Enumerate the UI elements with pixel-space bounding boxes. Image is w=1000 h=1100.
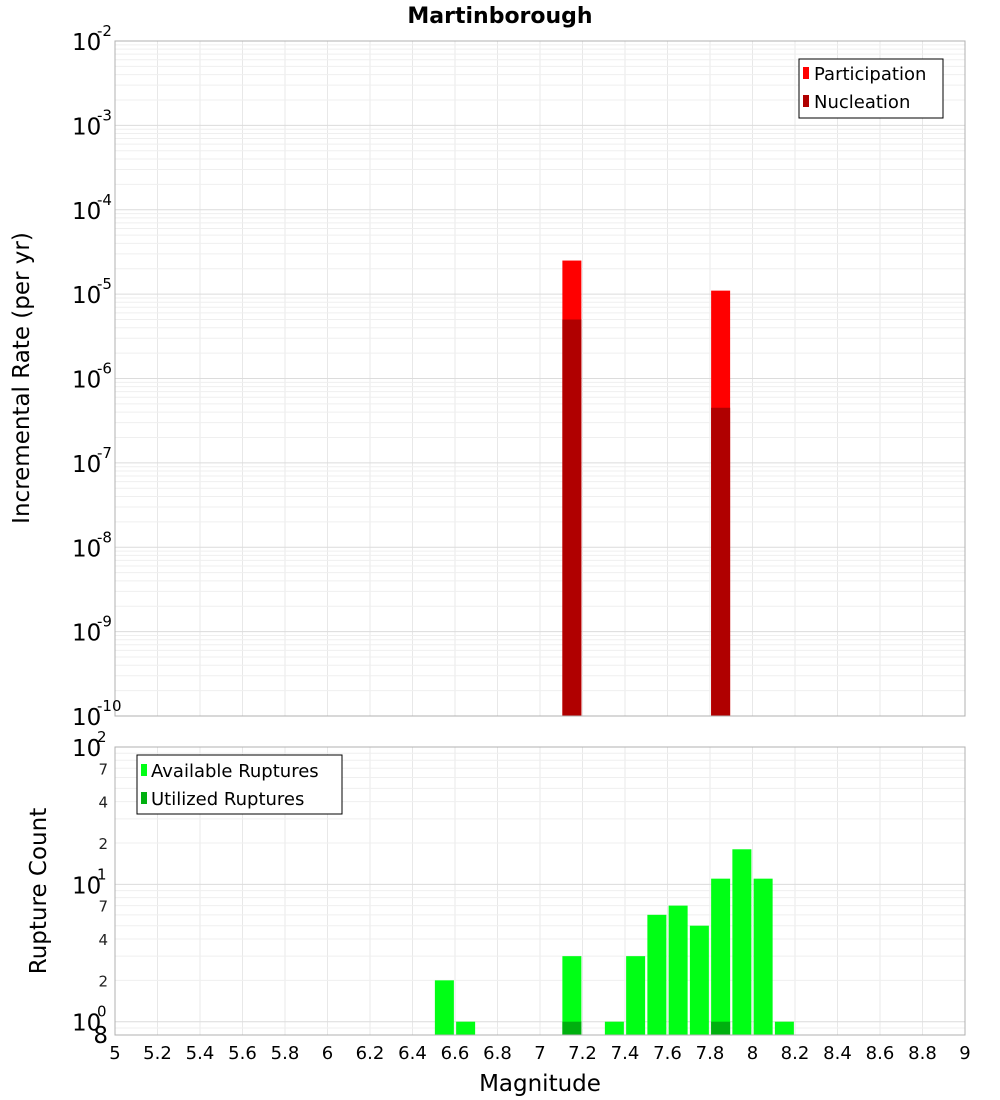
y-minor-tick-label: 2 bbox=[98, 972, 108, 990]
y-tick-label-exponent: -4 bbox=[97, 191, 112, 209]
top-legend: Participation Nucleation bbox=[798, 58, 944, 119]
y-tick-label-exponent: -5 bbox=[97, 275, 112, 293]
y-minor-tick-label: 4 bbox=[98, 931, 108, 949]
x-tick-label: 6.2 bbox=[356, 1043, 385, 1064]
x-tick-label: 5.8 bbox=[271, 1043, 300, 1064]
bottom-plot-frame bbox=[114, 746, 966, 1036]
legend-label-nucleation: Nucleation bbox=[814, 92, 910, 113]
x-tick-label: 6 bbox=[322, 1043, 333, 1064]
y-tick-label-exponent: 0 bbox=[97, 1003, 107, 1021]
legend-label-available-ruptures: Available Ruptures bbox=[151, 761, 319, 782]
y-tick-label-base: 10 bbox=[72, 114, 101, 140]
x-tick-label: 6.6 bbox=[441, 1043, 470, 1064]
x-tick-label: 5.4 bbox=[186, 1043, 215, 1064]
x-tick-label: 6.4 bbox=[398, 1043, 427, 1064]
y-minor-tick-label: 7 bbox=[98, 898, 108, 916]
y-minor-tick-label: 7 bbox=[98, 760, 108, 778]
x-tick-label: 5.6 bbox=[228, 1043, 257, 1064]
bottom-y-axis-label: Rupture Count bbox=[26, 808, 52, 974]
legend-label-participation: Participation bbox=[814, 64, 926, 85]
bar-available-ruptures bbox=[626, 956, 646, 1035]
bar-nucleation bbox=[711, 407, 731, 716]
bar-available-ruptures bbox=[711, 878, 731, 1035]
y-minor-tick-label: 8 bbox=[93, 1023, 108, 1049]
x-tick-label: 8.6 bbox=[866, 1043, 895, 1064]
y-tick-label-base: 10 bbox=[72, 705, 101, 731]
top-plot-frame bbox=[114, 40, 966, 717]
bar-available-ruptures bbox=[774, 1021, 794, 1035]
bar-available-ruptures bbox=[753, 878, 773, 1035]
y-tick-label-base: 10 bbox=[72, 621, 101, 647]
bar-available-ruptures bbox=[689, 925, 709, 1035]
top-y-axis-label: Incremental Rate (per yr) bbox=[9, 232, 35, 524]
x-tick-label: 8.2 bbox=[781, 1043, 810, 1064]
y-tick-label-exponent: -7 bbox=[97, 444, 112, 462]
bar-available-ruptures bbox=[434, 980, 454, 1035]
x-tick-label: 5.2 bbox=[143, 1043, 172, 1064]
x-tick-label: 8 bbox=[747, 1043, 758, 1064]
bottom-legend-box bbox=[136, 754, 343, 815]
top-y-tick-labels: 10-210-310-410-510-610-710-810-910-10 bbox=[72, 22, 122, 731]
bottom-plot-bars bbox=[434, 849, 794, 1035]
legend-swatch-utilized-ruptures bbox=[141, 792, 147, 804]
x-tick-labels: 5 5.2 5.4 5.6 5.8 6 6.2 6.4 6.6 6.8 7 7.2 7.4 7.6 7.8 8… bbox=[109, 1043, 970, 1064]
bar-available-ruptures bbox=[647, 914, 667, 1035]
x-tick-label: 7.8 bbox=[696, 1043, 725, 1064]
bar-utilized-ruptures bbox=[711, 1021, 731, 1035]
legend-swatch-nucleation bbox=[803, 95, 809, 107]
legend-swatch-available-ruptures bbox=[141, 764, 147, 776]
bar-available-ruptures bbox=[456, 1021, 476, 1035]
y-minor-tick-label: 2 bbox=[98, 835, 108, 853]
bar-available-ruptures bbox=[562, 956, 582, 1035]
y-tick-label-base: 10 bbox=[72, 452, 101, 478]
y-tick-label-exponent: 1 bbox=[97, 865, 107, 883]
chart-title: Martinborough bbox=[407, 4, 592, 29]
legend-swatch-participation bbox=[803, 67, 809, 79]
y-tick-label-exponent: -8 bbox=[97, 528, 112, 546]
y-tick-label-base: 10 bbox=[72, 368, 101, 394]
legend-label-utilized-ruptures: Utilized Ruptures bbox=[151, 789, 304, 810]
x-tick-label: 7.2 bbox=[568, 1043, 597, 1064]
top-plot-grid bbox=[114, 40, 966, 717]
top-legend-box bbox=[798, 58, 944, 119]
y-minor-tick-label: 4 bbox=[98, 794, 108, 812]
bar-available-ruptures bbox=[732, 849, 752, 1035]
bar-available-ruptures bbox=[668, 905, 688, 1035]
y-tick-label-exponent: -10 bbox=[97, 697, 122, 715]
bar-utilized-ruptures bbox=[562, 1021, 582, 1035]
y-tick-label-exponent: -6 bbox=[97, 360, 112, 378]
y-tick-label-base: 10 bbox=[72, 873, 101, 899]
x-tick-label: 7.4 bbox=[611, 1043, 640, 1064]
y-tick-label-base: 10 bbox=[72, 30, 101, 56]
y-tick-label-base: 10 bbox=[72, 536, 101, 562]
x-axis-label: Magnitude bbox=[479, 1071, 601, 1097]
x-tick-label: 9 bbox=[959, 1043, 970, 1064]
top-plot-bars bbox=[562, 260, 731, 716]
x-tick-label: 7.6 bbox=[653, 1043, 682, 1064]
bar-nucleation bbox=[562, 319, 582, 716]
x-tick-label: 8.4 bbox=[823, 1043, 852, 1064]
y-tick-label-base: 10 bbox=[72, 736, 101, 762]
y-tick-label-exponent: 2 bbox=[97, 728, 107, 746]
y-tick-label-exponent: -9 bbox=[97, 613, 112, 631]
y-tick-label-exponent: -2 bbox=[97, 22, 112, 40]
x-tick-label: 5 bbox=[109, 1043, 120, 1064]
bottom-legend: Available Ruptures Utilized Ruptures bbox=[136, 754, 343, 815]
x-tick-label: 7 bbox=[534, 1043, 545, 1064]
y-tick-label-base: 10 bbox=[72, 199, 101, 225]
y-tick-label-base: 10 bbox=[72, 283, 101, 309]
bar-available-ruptures bbox=[604, 1021, 624, 1035]
x-tick-label: 8.8 bbox=[908, 1043, 937, 1064]
y-tick-label-base: 10 bbox=[72, 1011, 101, 1037]
y-tick-label-exponent: -3 bbox=[97, 106, 112, 124]
x-tick-label: 6.8 bbox=[483, 1043, 512, 1064]
